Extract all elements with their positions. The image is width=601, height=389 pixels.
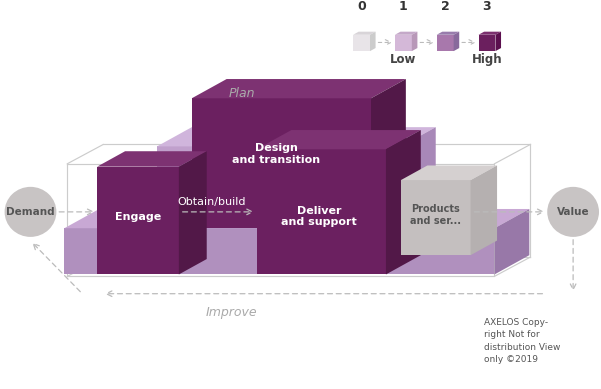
Polygon shape [495,32,501,51]
Polygon shape [179,151,207,275]
Polygon shape [478,32,501,35]
Polygon shape [395,35,412,51]
Polygon shape [437,32,459,35]
Polygon shape [192,79,406,98]
Polygon shape [64,228,495,275]
Text: Design
and transition: Design and transition [233,143,320,165]
Polygon shape [401,165,497,180]
Text: High: High [472,53,502,66]
Polygon shape [412,32,418,51]
Polygon shape [386,130,421,275]
Text: Engage: Engage [115,212,161,222]
Polygon shape [371,79,406,228]
Text: Products
and ser...: Products and ser... [410,204,461,226]
Polygon shape [157,127,436,146]
Text: 3: 3 [483,0,491,12]
Polygon shape [401,127,436,228]
Polygon shape [353,35,370,51]
Text: 0: 0 [357,0,366,12]
Polygon shape [478,35,495,51]
Polygon shape [353,32,376,35]
Polygon shape [454,32,459,51]
Polygon shape [257,149,386,275]
Polygon shape [157,146,401,228]
Polygon shape [471,165,497,255]
Polygon shape [192,98,371,228]
Text: Plan: Plan [228,87,255,100]
Circle shape [548,187,599,237]
Polygon shape [401,180,471,255]
Polygon shape [395,32,418,35]
Polygon shape [257,130,421,149]
Polygon shape [97,151,207,166]
Text: Value: Value [557,207,590,217]
Text: Obtain/build: Obtain/build [177,197,246,207]
Text: Improve: Improve [206,306,257,319]
Text: 2: 2 [441,0,450,12]
Text: Deliver
and support: Deliver and support [281,206,357,228]
Polygon shape [64,209,529,228]
Text: Demand: Demand [6,207,55,217]
Text: 1: 1 [399,0,407,12]
Polygon shape [370,32,376,51]
Circle shape [5,187,56,237]
Polygon shape [495,209,529,275]
Polygon shape [97,166,179,275]
Text: Low: Low [390,53,416,66]
Polygon shape [437,35,454,51]
Text: AXELOS Copy-
right Not for
distribution View
only ©2019: AXELOS Copy- right Not for distribution … [484,318,560,364]
